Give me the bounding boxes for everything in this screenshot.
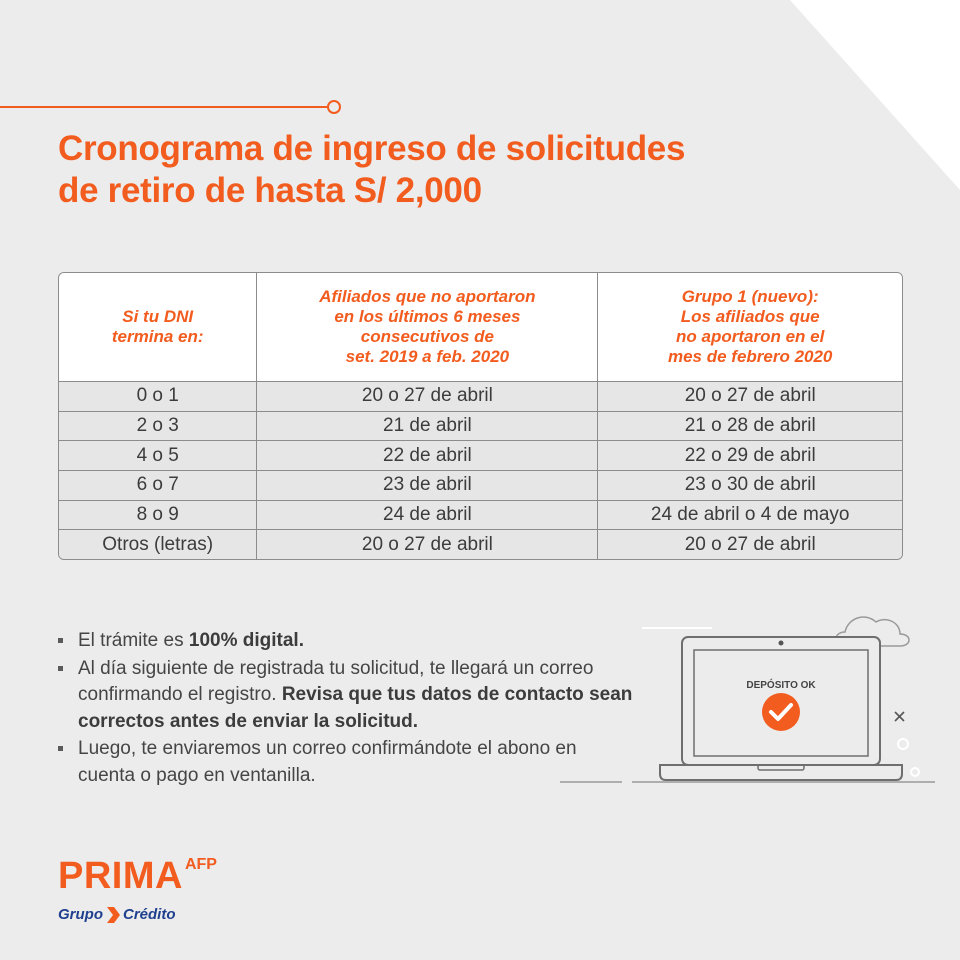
cell-group-a: 20 o 27 de abril: [257, 530, 599, 560]
brand-suffix: AFP: [184, 856, 217, 873]
brand-group: Grupo Crédito: [58, 906, 217, 923]
table-row: Otros (letras) 20 o 27 de abril 20 o 27 …: [59, 530, 902, 560]
screen-text: DEPÓSITO OK: [746, 678, 816, 691]
cell-group-b: 22 o 29 de abril: [598, 441, 902, 472]
cell-group-a: 22 de abril: [257, 441, 599, 472]
table-header-row: Si tu DNI termina en: Afiliados que no a…: [59, 273, 902, 382]
cell-group-a: 21 de abril: [257, 411, 599, 442]
title-line-2: de retiro de hasta S/ 2,000: [58, 171, 482, 210]
list-item: Al día siguiente de registrada tu solici…: [58, 656, 638, 736]
brand-name: PRIMA: [58, 855, 183, 897]
table-row: 0 o 1 20 o 27 de abril 20 o 27 de abril: [59, 382, 902, 412]
note-bold: 100% digital.: [188, 630, 304, 651]
header-group-a: Afiliados que no aportaron en los último…: [257, 273, 599, 382]
close-x-icon: [894, 711, 905, 722]
header-line: Afiliados que no aportaron: [319, 287, 536, 306]
header-line: termina en:: [111, 327, 204, 346]
header-line: en los últimos 6 meses: [334, 307, 521, 326]
cell-group-b: 21 o 28 de abril: [598, 411, 902, 442]
laptop-illustration: DEPÓSITO OK: [560, 616, 935, 783]
header-line: Grupo 1 (nuevo):: [681, 287, 819, 306]
cell-group-b: 20 o 27 de abril: [598, 530, 902, 560]
table-row: 2 o 3 21 de abril 21 o 28 de abril: [59, 411, 902, 442]
brand-logo: PRIMA AFP Grupo Crédito: [58, 856, 217, 923]
header-line: mes de febrero 2020: [667, 347, 833, 366]
list-item: Luego, te enviaremos un correo confirmán…: [58, 736, 638, 789]
cell-group-b: 23 o 30 de abril: [598, 471, 902, 501]
note-text: El trámite es: [78, 630, 189, 651]
cell-group-a: 20 o 27 de abril: [257, 382, 599, 412]
chevron-right-icon: [107, 906, 120, 923]
cell-dni: Otros (letras): [59, 530, 258, 560]
cell-dni: 0 o 1: [59, 382, 258, 412]
note-text: Al día siguiente de registrada tu solici…: [78, 657, 594, 706]
cell-dni: 6 o 7: [59, 471, 258, 501]
cell-group-b: 20 o 27 de abril: [598, 382, 902, 412]
note-bold: Revisa que tus datos de contacto sean co…: [78, 684, 633, 732]
title-line-1: Cronograma de ingreso de solicitudes: [58, 129, 686, 168]
cell-group-b: 24 de abril o 4 de mayo: [598, 500, 902, 531]
table-row: 4 o 5 22 de abril 22 o 29 de abril: [59, 441, 902, 472]
table-row: 6 o 7 23 de abril 23 o 30 de abril: [59, 471, 902, 501]
cell-group-a: 23 de abril: [257, 471, 599, 501]
corner-decoration: [790, 0, 960, 190]
cell-dni: 8 o 9: [59, 500, 258, 531]
list-item: El trámite es 100% digital.: [58, 628, 638, 655]
schedule-table: Si tu DNI termina en: Afiliados que no a…: [58, 272, 903, 561]
cell-dni: 2 o 3: [59, 411, 258, 442]
page-title: Cronograma de ingreso de solicitudes de …: [58, 128, 685, 212]
header-line: Si tu DNI: [122, 307, 194, 326]
check-circle-icon: [762, 693, 800, 731]
note-text: Luego, te enviaremos un correo confirmán…: [78, 738, 577, 786]
header-dni: Si tu DNI termina en:: [59, 273, 258, 382]
header-line: no aportaron en el: [676, 327, 825, 346]
cell-dni: 4 o 5: [59, 441, 258, 472]
deco-circle-small: [910, 767, 920, 777]
header-group-b: Grupo 1 (nuevo): Los afiliados que no ap…: [598, 273, 902, 382]
notes-list: El trámite es 100% digital. Al día sigui…: [58, 628, 638, 790]
decorative-dot: [327, 100, 341, 114]
header-line: Los afiliados que: [680, 307, 820, 326]
table-row: 8 o 9 24 de abril 24 de abril o 4 de may…: [59, 500, 902, 531]
deco-circle: [897, 738, 909, 750]
header-line: set. 2019 a feb. 2020: [345, 347, 510, 366]
decorative-line: [0, 106, 328, 108]
brand-group-right: Crédito: [123, 906, 176, 923]
cell-group-a: 24 de abril: [257, 500, 599, 531]
brand-group-left: Grupo: [58, 906, 103, 923]
header-line: consecutivos de: [360, 327, 494, 346]
brand-main: PRIMA AFP: [58, 856, 217, 896]
